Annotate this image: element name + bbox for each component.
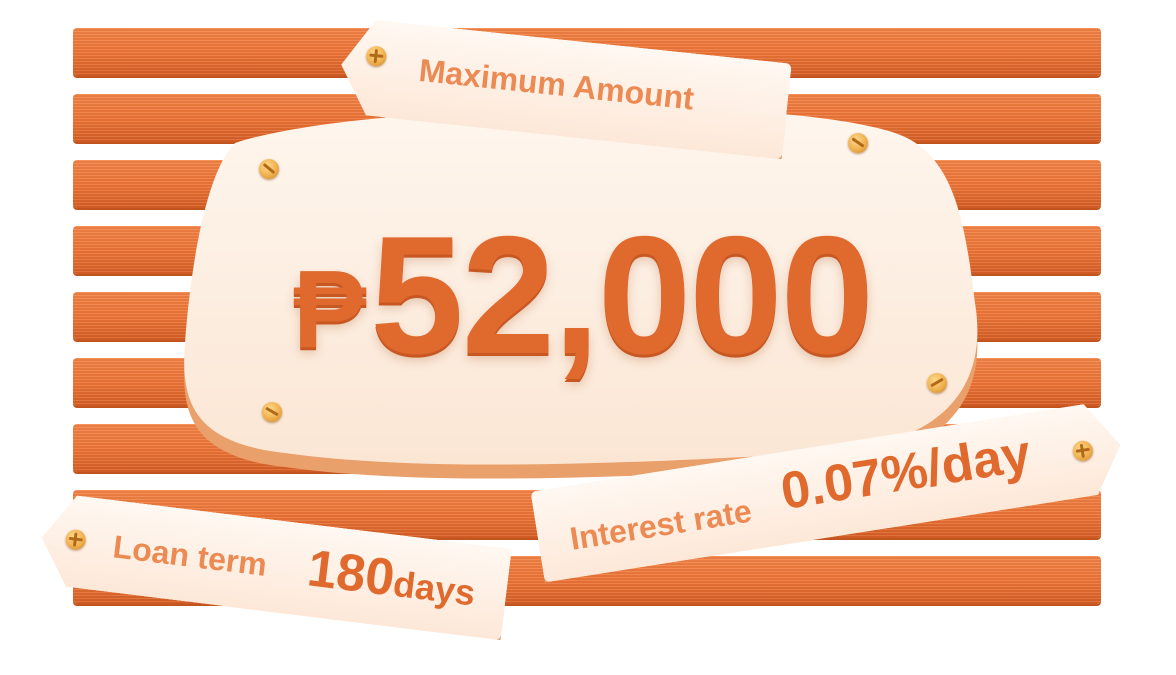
interest-rate-label: Interest rate xyxy=(567,492,755,557)
max-amount-value: ₱52,000 xyxy=(175,199,990,392)
currency-symbol: ₱ xyxy=(292,248,366,371)
plaque-shape xyxy=(184,107,978,479)
screw-icon xyxy=(927,373,947,393)
screw-icon xyxy=(65,528,87,550)
screw-icon xyxy=(848,133,868,153)
amount-number: 52,000 xyxy=(370,201,874,389)
amount-plaque: ₱52,000 xyxy=(175,103,990,483)
screw-icon xyxy=(262,402,282,422)
loan-term-value: 180days xyxy=(304,538,479,618)
screw-icon xyxy=(259,159,279,179)
loan-term-unit: days xyxy=(391,562,478,614)
loan-term-number: 180 xyxy=(304,539,398,608)
screw-icon xyxy=(1071,439,1094,462)
loan-term-label: Loan term xyxy=(111,528,269,583)
maximum-amount-label: Maximum Amount xyxy=(417,51,696,117)
screw-icon xyxy=(365,45,387,67)
